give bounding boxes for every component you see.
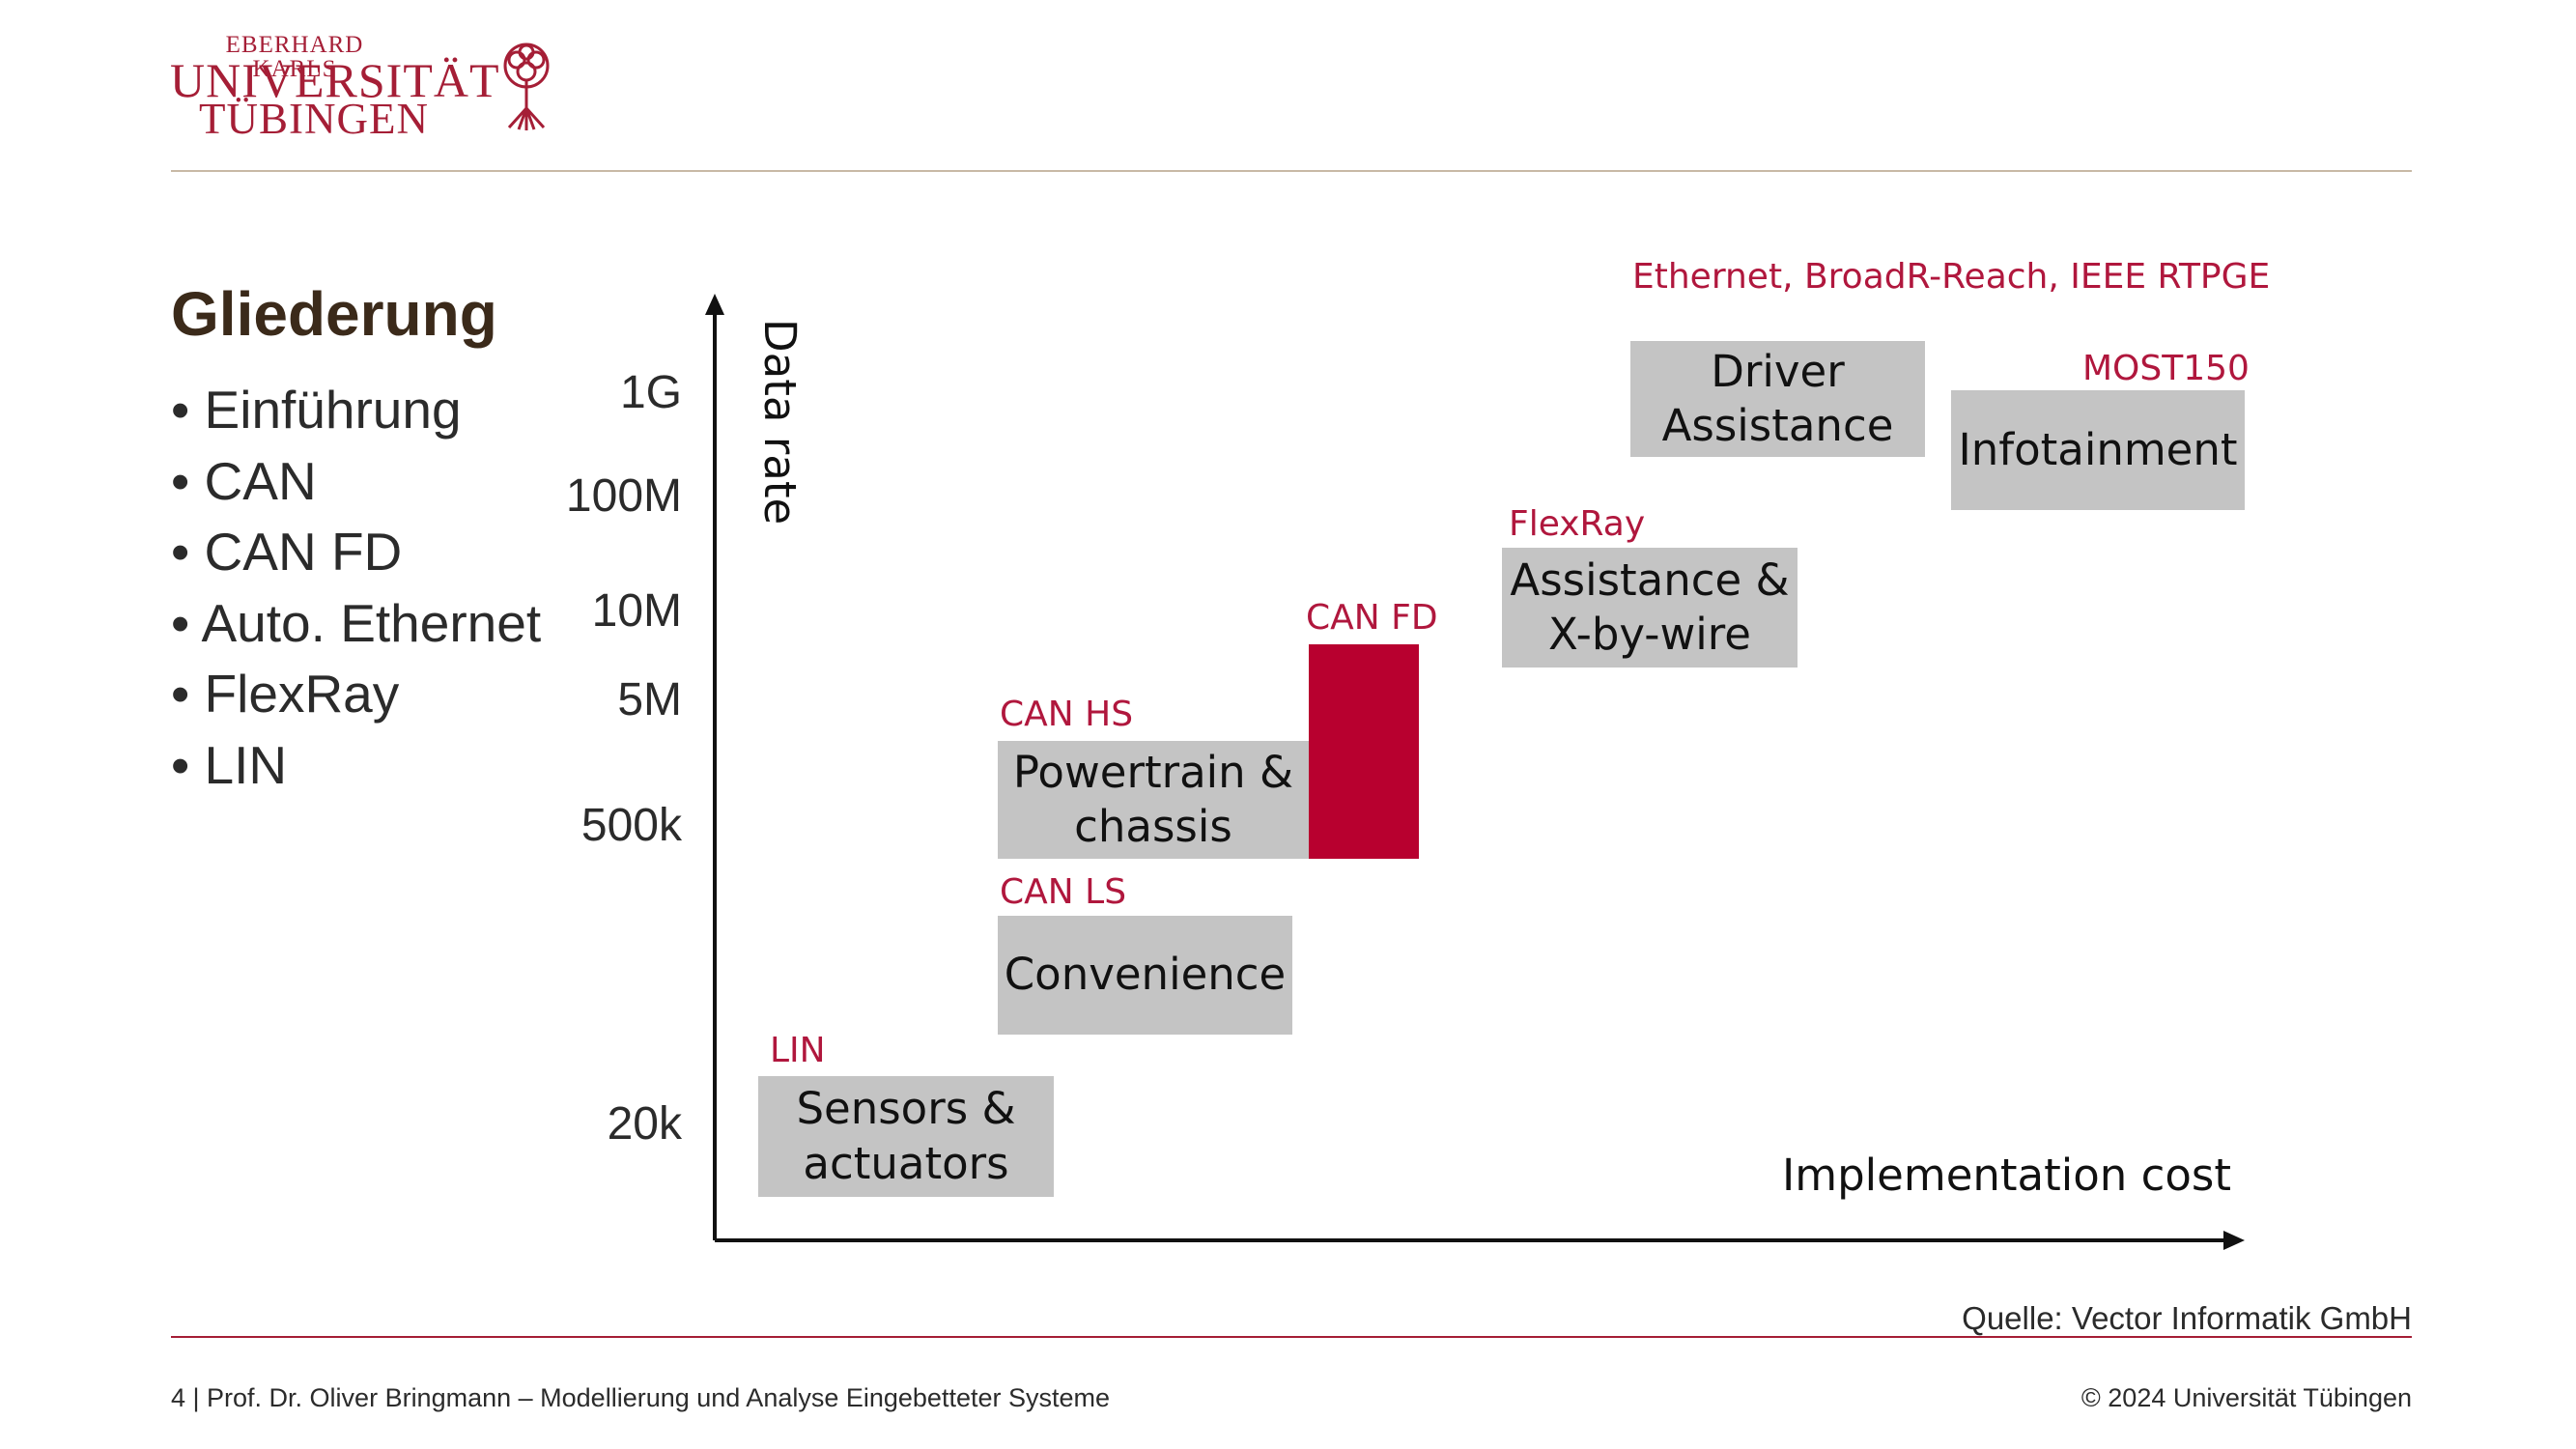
y-axis-label: Data rate — [754, 319, 806, 526]
block-driver-assistance: Driver Assistance — [1630, 341, 1925, 457]
y-tick-20k: 20k — [607, 1098, 682, 1150]
block-powertrain-chassis: Powertrain & chassis — [998, 741, 1309, 859]
footer-copyright: © 2024 Universität Tübingen — [2081, 1383, 2412, 1412]
block-infotainment: Infotainment — [1951, 390, 2245, 510]
y-tick-100m: 100M — [565, 470, 682, 522]
y-tick-1g: 1G — [619, 367, 682, 418]
outline-item: • CAN FD — [171, 522, 403, 582]
outline-list: • Einführung • CAN • CAN FD • Auto. Ethe… — [171, 375, 541, 801]
logo-line-tuebingen: TÜBINGEN — [199, 95, 429, 143]
network-label-canls: CAN LS — [1000, 872, 1127, 912]
outline-item: • FlexRay — [171, 664, 400, 724]
slide-heading: Gliederung — [171, 279, 497, 349]
block-sensors-actuators: Sensors & actuators — [758, 1076, 1054, 1197]
network-label-ethernet: Ethernet, BroadR-Reach, IEEE RTPGE — [1632, 257, 2271, 297]
diagram-axes — [705, 294, 2245, 1250]
outline-item: • Auto. Ethernet — [171, 592, 542, 653]
canfd-bar — [1309, 644, 1419, 859]
network-label-lin: LIN — [770, 1031, 826, 1070]
block-convenience: Convenience — [998, 916, 1292, 1035]
network-label-most150: MOST150 — [2082, 349, 2250, 388]
y-tick-500k: 500k — [580, 800, 682, 851]
outline-item: • CAN — [171, 450, 317, 511]
logo-line-eberhard-karls: EBERHARD KARLS — [225, 32, 364, 82]
x-axis-label: Implementation cost — [1782, 1150, 2231, 1201]
footer-divider — [171, 1336, 2412, 1338]
network-label-canfd: CAN FD — [1306, 598, 1438, 638]
tree-emblem-icon — [503, 43, 550, 130]
logo-line-universitaet: UNIVERSITÄT — [170, 53, 500, 107]
outline-item: • Einführung — [171, 380, 462, 440]
y-tick-10m: 10M — [591, 585, 682, 637]
header-divider — [171, 170, 2412, 172]
outline-item: • LIN — [171, 734, 288, 795]
footer-left-text: 4 | Prof. Dr. Oliver Bringmann – Modelli… — [171, 1383, 1111, 1412]
source-credit: Quelle: Vector Informatik GmbH — [1962, 1300, 2412, 1336]
network-label-flexray: FlexRay — [1509, 504, 1646, 544]
block-assistance-xbywire: Assistance & X-by-wire — [1502, 548, 1798, 668]
y-tick-5m: 5M — [617, 674, 682, 725]
network-label-canhs: CAN HS — [1000, 695, 1134, 734]
